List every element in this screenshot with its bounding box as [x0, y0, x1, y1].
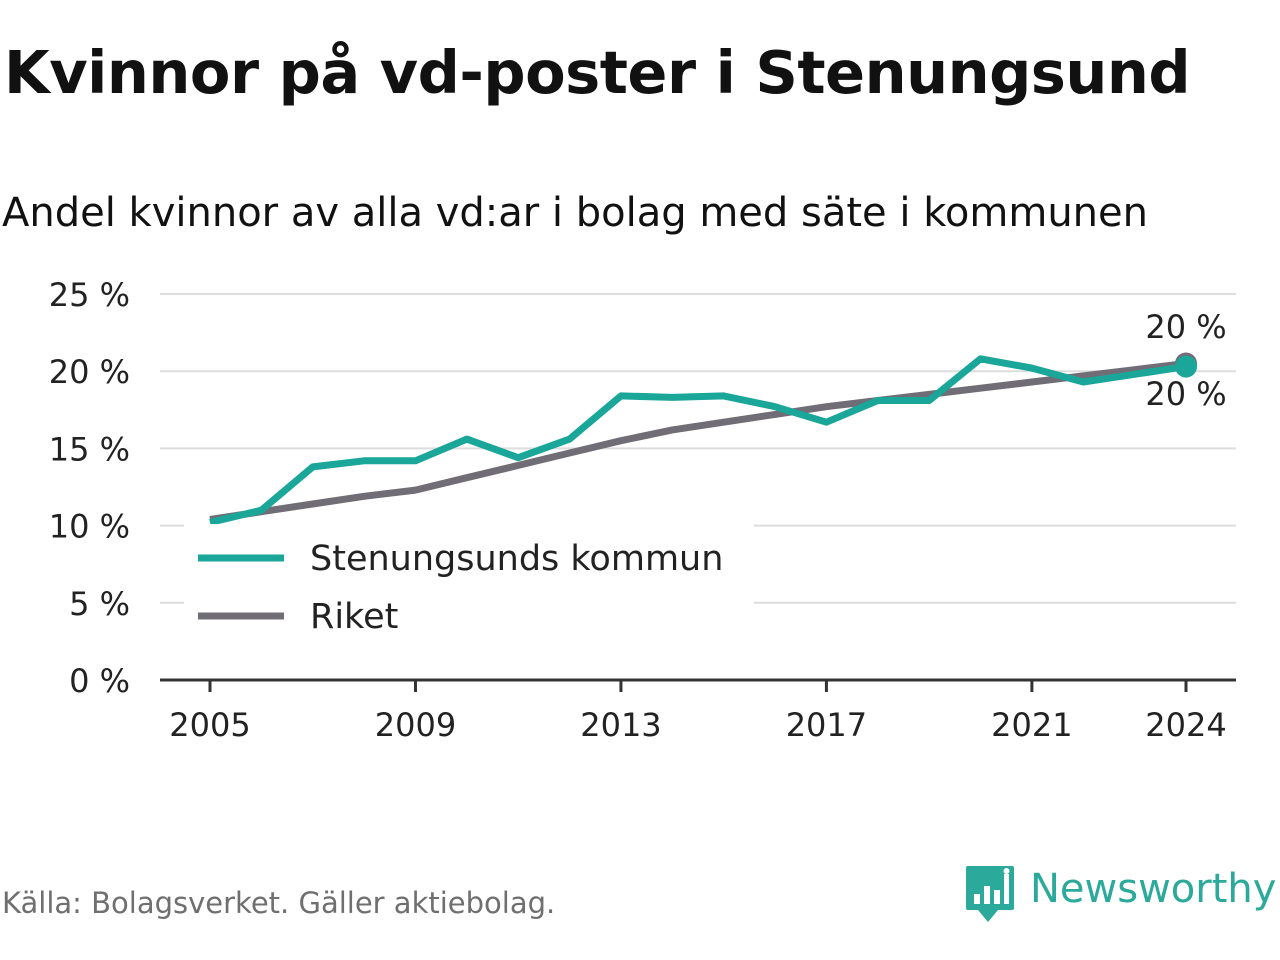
newsworthy-bar-chart-logo-icon [966, 866, 1014, 922]
legend-label: Stenungsunds kommun [310, 539, 723, 579]
legend: Stenungsunds kommun Riket [184, 524, 754, 646]
x-tick-label: 2005 [169, 706, 250, 744]
chart-subtitle: Andel kvinnor av alla vd:ar i bolag med … [2, 190, 1148, 236]
y-tick-label: 20 % [49, 353, 130, 391]
legend-label: Riket [310, 597, 398, 637]
y-tick-label: 25 % [49, 276, 130, 314]
chart-title: Kvinnor på vd-poster i Stenungsund [4, 38, 1191, 107]
series-line-stenungsund [209, 355, 1187, 526]
end-value-labels: 20 % 20 % [1145, 308, 1226, 413]
series-line-riket [209, 360, 1187, 523]
x-tick-label: 2021 [991, 706, 1072, 744]
source-note: Källa: Bolagsverket. Gäller aktiebolag. [2, 886, 556, 920]
brand-name: Newsworthy [1030, 866, 1277, 912]
y-tick-label: 0 % [69, 662, 130, 700]
x-tick-label: 2009 [375, 706, 456, 744]
end-label-stenungsund: 20 % [1145, 375, 1226, 413]
y-axis-tick-labels: 0 % 5 % 10 % 15 % 20 % 25 % [49, 276, 130, 700]
line-chart: 0 % 5 % 10 % 15 % 20 % 25 % Stenungsunds komm… [49, 276, 1236, 744]
legend-background [184, 524, 754, 646]
end-marker-stenungsund [1175, 355, 1197, 378]
x-tick-label: 2024 [1145, 706, 1226, 744]
x-tick-label: 2013 [580, 706, 661, 744]
series-lines [209, 355, 1187, 526]
brand-logo: Newsworthy [964, 864, 1276, 924]
end-label-riket: 20 % [1145, 308, 1226, 346]
y-tick-label: 15 % [49, 430, 130, 468]
x-axis: 2005 2009 2013 2017 2021 2024 [160, 678, 1236, 744]
end-markers [1175, 352, 1197, 378]
y-tick-label: 5 % [69, 585, 130, 623]
y-tick-label: 10 % [49, 508, 130, 546]
x-tick-label: 2017 [786, 706, 867, 744]
